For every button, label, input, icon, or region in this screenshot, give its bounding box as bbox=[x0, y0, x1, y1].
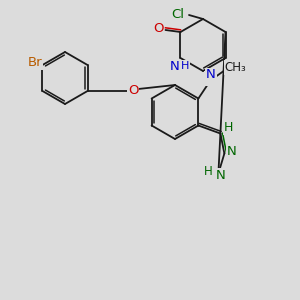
Text: N: N bbox=[169, 59, 179, 73]
Text: N: N bbox=[206, 68, 216, 82]
Text: O: O bbox=[153, 22, 164, 34]
Text: N: N bbox=[215, 169, 225, 182]
Text: CH₃: CH₃ bbox=[224, 61, 246, 74]
Text: O: O bbox=[205, 72, 216, 85]
Text: H: H bbox=[181, 61, 190, 71]
Text: Cl: Cl bbox=[172, 8, 184, 20]
Text: N: N bbox=[226, 145, 236, 158]
Text: H: H bbox=[204, 165, 213, 178]
Text: Br: Br bbox=[28, 56, 43, 70]
Text: O: O bbox=[128, 83, 139, 97]
Text: H: H bbox=[224, 121, 233, 134]
